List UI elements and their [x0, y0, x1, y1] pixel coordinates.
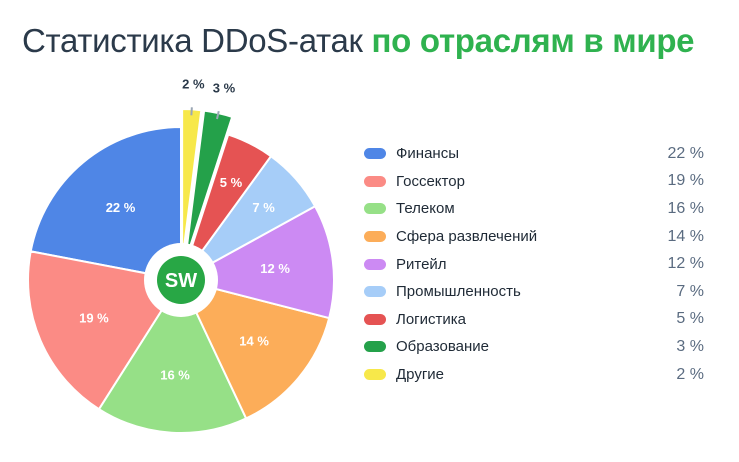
legend-item: Логистика 5 % — [364, 306, 704, 334]
sw-logo: SW — [144, 243, 218, 317]
legend-swatch — [364, 231, 386, 243]
legend-value: 22 % — [667, 144, 704, 162]
title-part-1: Статистика DDoS-атак — [22, 22, 363, 59]
logo-circle — [157, 256, 205, 304]
legend-item: Финансы 22 % — [364, 140, 704, 168]
legend-item: Ритейл 12 % — [364, 250, 704, 278]
legend-label: Другие — [396, 366, 445, 384]
pie-data-label: 5 % — [220, 175, 243, 190]
legend-value: 19 % — [667, 172, 704, 190]
legend-item: Промышленность 7 % — [364, 278, 704, 306]
pie-data-label: 16 % — [160, 368, 190, 383]
legend-value: 5 % — [676, 310, 704, 328]
legend-swatch — [364, 203, 386, 215]
legend-value: 3 % — [676, 337, 704, 355]
legend: Финансы 22 % Госсектор 19 % Телеком 16 %… — [364, 140, 704, 388]
pie-slice-5 — [178, 204, 335, 320]
legend-item: Госсектор 19 % — [364, 168, 704, 196]
legend-item: Телеком 16 % — [364, 195, 704, 223]
pie-slice-2 — [27, 250, 183, 411]
pie-data-label: 22 % — [106, 200, 136, 215]
chart-title: Статистика DDoS-атак по отраслям в мире — [22, 22, 695, 60]
label-leader-line — [190, 107, 193, 116]
legend-label: Логистика — [396, 310, 467, 328]
pie-data-label: 14 % — [239, 333, 269, 348]
label-leader-line — [216, 110, 220, 120]
legend-swatch — [364, 175, 386, 187]
pie-data-label: 12 % — [260, 261, 290, 276]
pie-data-label: 7 % — [252, 200, 275, 215]
legend-label: Промышленность — [396, 283, 521, 301]
legend-label: Сфера развлечений — [396, 228, 538, 246]
legend-label: Ритейл — [396, 255, 447, 273]
legend-item: Другие 2 % — [364, 361, 704, 389]
pie-data-label: 19 % — [79, 311, 109, 326]
legend-swatch — [364, 313, 386, 325]
legend-swatch — [364, 369, 386, 381]
legend-item: Сфера развлечений 14 % — [364, 223, 704, 251]
legend-label: Финансы — [396, 145, 459, 163]
legend-value: 14 % — [667, 227, 704, 245]
legend-value: 12 % — [667, 255, 704, 273]
legend-label: Телеком — [396, 200, 455, 218]
legend-item: Образование 3 % — [364, 333, 704, 361]
pie-data-label: 2 % — [182, 76, 205, 91]
legend-swatch — [364, 258, 386, 270]
legend-label: Образование — [396, 338, 489, 356]
pie-slice-1 — [29, 125, 182, 282]
title-part-2: по отраслям в мире — [371, 22, 695, 59]
legend-swatch — [364, 341, 386, 353]
pie-slice-3 — [97, 277, 248, 434]
legend-value: 2 % — [676, 365, 704, 383]
legend-swatch — [364, 286, 386, 298]
legend-swatch — [364, 148, 386, 160]
pie-data-label: 3 % — [213, 81, 236, 96]
pie-slice-7 — [180, 133, 273, 281]
legend-label: Госсектор — [396, 172, 465, 190]
pie-slice-4 — [179, 278, 331, 420]
legend-value: 16 % — [667, 199, 704, 217]
logo-text: SW — [165, 270, 197, 292]
legend-value: 7 % — [676, 282, 704, 300]
